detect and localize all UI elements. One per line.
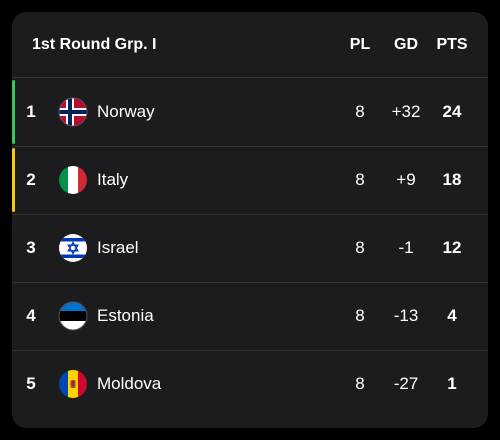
position: 2 xyxy=(26,170,36,189)
played: 8 xyxy=(355,102,365,121)
standings-card: 1st Round Grp. I PL GD PTS 1 Norway 8 +3… xyxy=(12,12,488,428)
team-name: Estonia xyxy=(97,306,154,325)
team-row[interactable]: 3 Israel 8 -1 12 xyxy=(12,214,488,283)
played: 8 xyxy=(355,170,365,189)
column-header: PTS xyxy=(436,35,468,53)
column-header: GD xyxy=(394,35,418,53)
position: 3 xyxy=(26,238,36,257)
goal-difference: -13 xyxy=(393,306,419,325)
team-row[interactable]: 2 Italy 8 +9 18 xyxy=(12,146,488,215)
played: 8 xyxy=(355,306,365,325)
points: 24 xyxy=(442,102,462,121)
position: 5 xyxy=(26,374,36,393)
goal-difference: -1 xyxy=(398,238,414,257)
team-name: Moldova xyxy=(97,374,162,393)
flag xyxy=(59,234,87,262)
team-name: Israel xyxy=(97,238,139,257)
goal-difference: -27 xyxy=(393,374,419,393)
team-name: Italy xyxy=(97,170,129,189)
flag xyxy=(59,370,87,398)
position: 4 xyxy=(26,306,36,325)
qualification-indicator xyxy=(12,148,15,212)
team-row[interactable]: 1 Norway 8 +32 24 xyxy=(12,78,488,147)
played: 8 xyxy=(355,238,365,257)
title: 1st Round Grp. I xyxy=(32,35,157,53)
header: 1st Round Grp. I PL GD PTS xyxy=(12,12,488,78)
goal-difference: +9 xyxy=(396,170,416,189)
position: 1 xyxy=(26,102,36,121)
points: 4 xyxy=(447,306,457,325)
played: 8 xyxy=(355,374,365,393)
team-name: Norway xyxy=(97,102,155,121)
flag xyxy=(59,166,87,194)
team-row[interactable]: 4 Estonia 8 -13 4 xyxy=(12,282,488,351)
points: 18 xyxy=(442,170,462,189)
flag xyxy=(58,97,88,127)
goal-difference: +32 xyxy=(391,102,421,121)
points: 1 xyxy=(447,374,457,393)
team-row[interactable]: 5 Moldova 8 -27 1 xyxy=(12,350,488,418)
column-header: PL xyxy=(349,35,371,53)
points: 12 xyxy=(442,238,462,257)
qualification-indicator xyxy=(12,80,15,144)
flag xyxy=(58,301,88,331)
